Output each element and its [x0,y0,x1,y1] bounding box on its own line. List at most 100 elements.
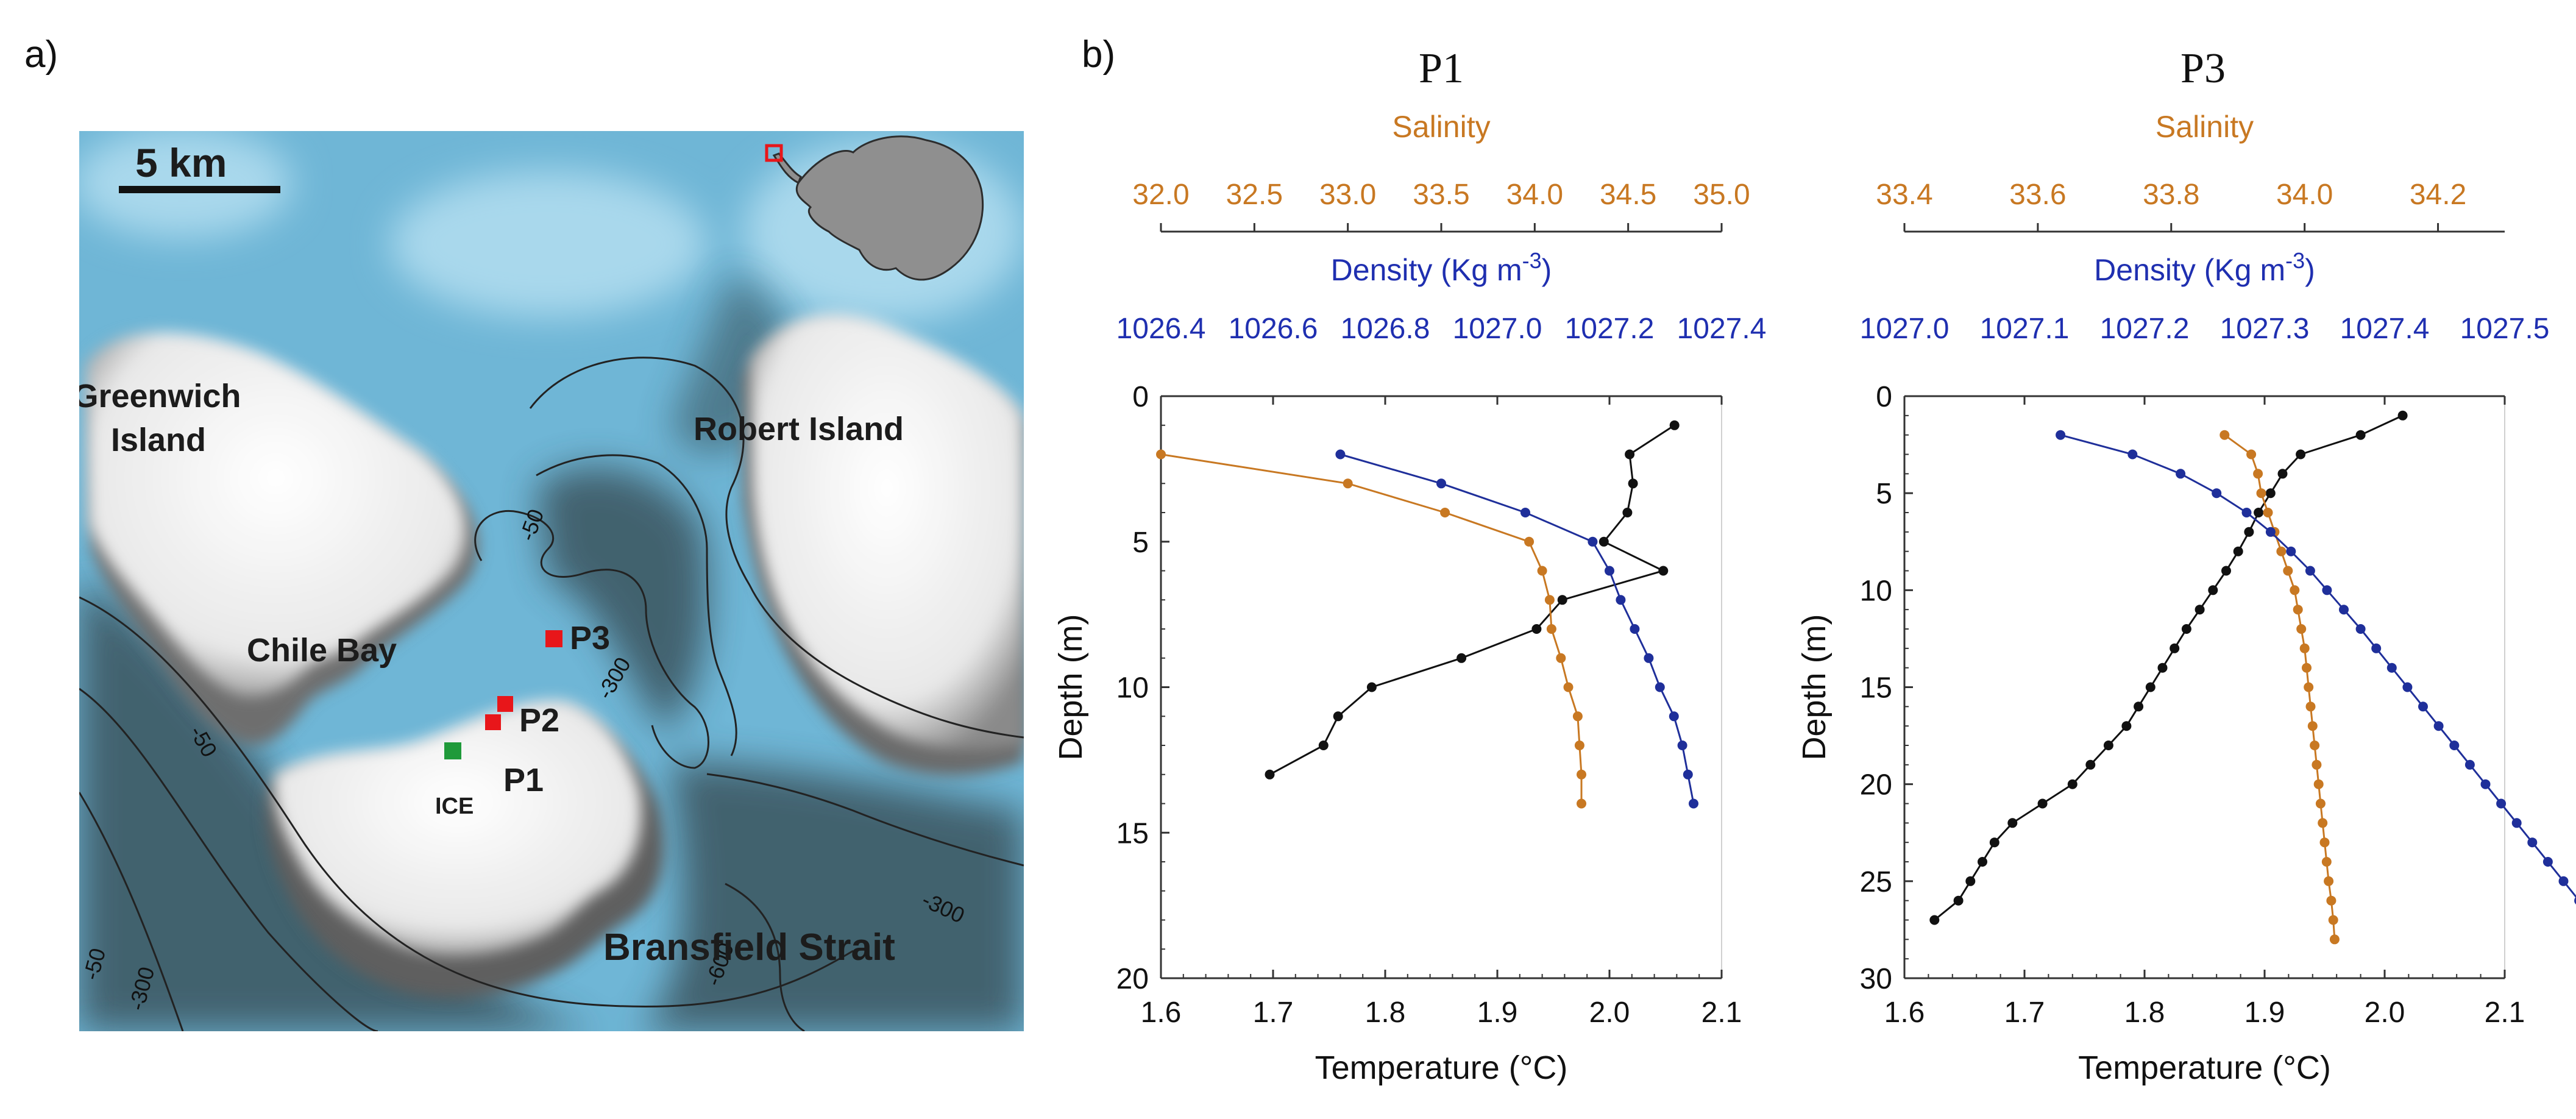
profile-chart-p1: P1 Salinity 32.0 32.5 33.0 33.5 34.0 34.5 35.0 De… [1052,45,1766,1086]
depth-tick-label: 15 [1860,672,1892,705]
density-data-point [2574,897,2576,904]
temperature-data-point [1989,837,1999,848]
station-p3-marker [545,630,562,647]
density-tick-label: 1027.1 [1980,313,2070,345]
salinity-tick-label: 34.0 [2276,179,2333,211]
temperature-data-point [2170,643,2180,653]
density-data-point [2241,508,2252,517]
salinity-data-point [2324,876,2334,886]
density-data-point [1683,769,1693,780]
salinity-data-point [1546,624,1556,634]
density-data-point [2558,876,2569,886]
density-data-point [2464,759,2475,770]
station-p3-label: P3 [570,620,610,656]
inset-location-box [765,144,783,162]
density-axis-title-text: Density (Kg m [2094,253,2285,287]
density-tick-label: 1027.4 [1677,313,1767,345]
density-axis-title-exponent: -3 [2285,248,2305,273]
temperature-data-point [2277,469,2288,479]
depth-tick-label: 10 [1116,672,1149,705]
panel-a-label: a) [24,34,58,76]
temperature-data-point [1531,624,1542,634]
salinity-data-point [2310,741,2320,750]
salinity-data-point [2283,566,2293,576]
density-data-point [2056,430,2066,440]
density-profile-line [1339,453,1695,804]
density-data-point [2339,605,2349,615]
place-names: Greenwich Island Robert Island Chile Bay… [73,378,904,968]
temperature-data-point [2233,546,2243,556]
temperature-data-point [1366,682,1377,692]
salinity-data-point [2315,798,2326,809]
density-data-point [1436,478,1446,489]
salinity-data-point [2329,934,2340,945]
density-data-point [2496,798,2507,809]
salinity-data-point [2293,605,2303,615]
temperature-data-point [2145,682,2156,692]
depth-tick-label: 20 [1116,963,1149,995]
salinity-data-point [2304,682,2314,692]
temperature-data-point [1658,566,1669,576]
depth-tick-label: 5 [1876,478,1892,510]
temperature-data-point [1318,741,1329,750]
temperature-data-point [1628,478,1638,489]
temperature-data-point [1953,895,1964,906]
salinity-data-point [2296,624,2307,634]
density-axis-title-close: ) [2305,253,2315,287]
salinity-data-point [2263,508,2273,517]
density-data-point [1520,508,1530,517]
salinity-tick-label: 33.5 [1413,179,1469,211]
salinity-data-point [2246,449,2257,460]
scale-bar-label: 5 km [135,140,227,185]
temperature-data-point [1333,711,1343,722]
salinity-data-point [1544,595,1555,605]
temperature-axis-title: Temperature (°C) [2078,1050,2331,1086]
salinity-data-point [2326,895,2336,906]
depth-axis-title: Depth (m) [1052,614,1089,760]
temperature-axis-title: Temperature (°C) [1315,1050,1568,1086]
salinity-tick-label: 33.4 [1876,179,1932,211]
density-data-point [2480,779,2491,789]
density-data-point [1669,711,1679,722]
temperature-data-point [2181,624,2191,634]
greenwich-island-label: Greenwich Island [73,378,250,458]
robert-island [743,313,1024,776]
temperature-tick-label: 1.9 [1477,996,1518,1029]
temperature-data-point [1669,420,1680,430]
temperature-tick-label: 1.7 [1253,996,1294,1029]
salinity-tick-label: 34.0 [1506,179,1563,211]
temperature-tick-label: 1.7 [2004,996,2045,1029]
temperature-data-point [2208,585,2218,595]
salinity-data-point [1440,508,1450,517]
salinity-tick-label: 34.2 [2410,179,2466,211]
temperature-data-point [2085,759,2096,770]
salinity-data-point [2302,663,2312,673]
antarctica-inset [765,135,984,281]
temperature-data-point [2157,663,2168,673]
salinity-data-point [1524,536,1535,547]
density-data-point [1644,653,1654,663]
density-data-point [2511,818,2522,828]
density-data-point [1689,798,1698,809]
salinity-axis-title: Salinity [2156,110,2254,144]
depth-tick-label: 15 [1116,817,1149,850]
salinity-data-point [2253,469,2263,479]
temperature-data-point [1978,857,1987,867]
density-tick-label: 1027.0 [1860,313,1950,345]
temperature-data-point [2067,779,2077,789]
sampling-stations: P3 P2 P1 ICE [435,620,610,819]
density-tick-label: 1027.3 [2220,313,2310,345]
depth-tick-label: 0 [1876,381,1892,413]
density-axis-title: Density (Kg m-3) [2094,248,2315,287]
density-data-point [1605,566,1614,576]
density-data-point [2371,643,2382,653]
temperature-tick-label: 2.1 [1701,996,1742,1029]
station-p2-marker [497,696,513,712]
salinity-profile-line [2224,434,2336,940]
temperature-tick-label: 2.0 [1589,996,1630,1029]
salinity-data-point [1343,478,1353,489]
depth-tick-label: 25 [1860,866,1892,898]
salinity-data-point [2319,837,2330,848]
density-tick-label: 1026.6 [1229,313,1318,345]
greenwich-island-label-line2: Island [111,422,206,458]
